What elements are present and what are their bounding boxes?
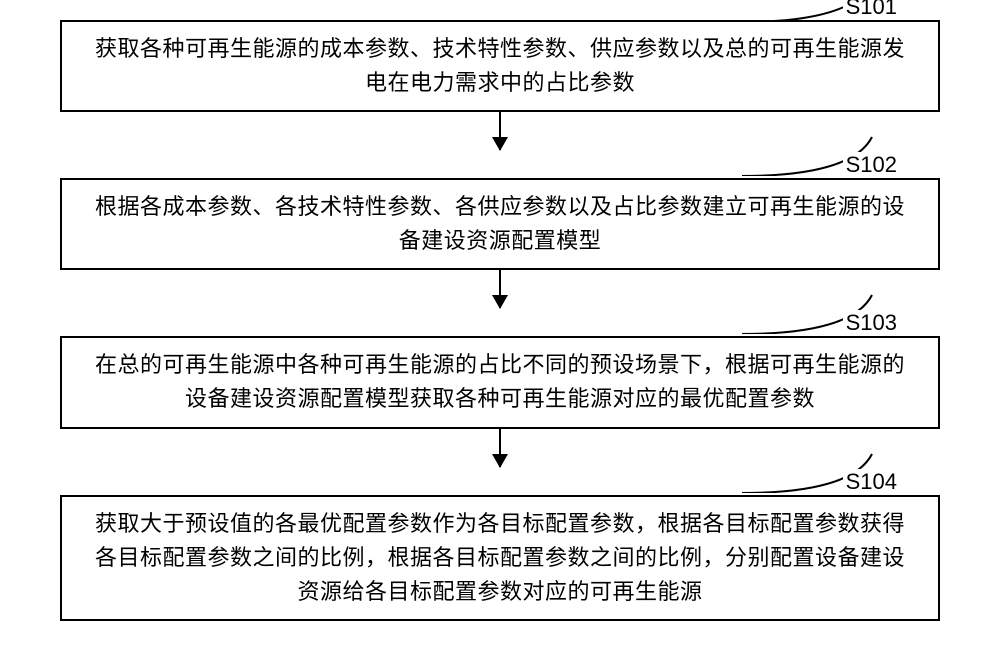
step-wrap: S101 获取各种可再生能源的成本参数、技术特性参数、供应参数以及总的可再生能源… bbox=[60, 20, 940, 112]
step-label: S103 bbox=[843, 310, 900, 336]
step-text: 根据各成本参数、各技术特性参数、各供应参数以及占比参数建立可再生能源的设备建设资… bbox=[84, 190, 916, 258]
step-box-s101: 获取各种可再生能源的成本参数、技术特性参数、供应参数以及总的可再生能源发电在电力… bbox=[60, 20, 940, 112]
arrow bbox=[499, 112, 501, 150]
arrow bbox=[499, 429, 501, 467]
step-text: 获取大于预设值的各最优配置参数作为各目标配置参数，根据各目标配置参数获得各目标配… bbox=[84, 507, 916, 609]
flowchart-container: S101 获取各种可再生能源的成本参数、技术特性参数、供应参数以及总的可再生能源… bbox=[60, 20, 940, 621]
step-wrap: S103 在总的可再生能源中各种可再生能源的占比不同的预设场景下，根据可再生能源… bbox=[60, 336, 940, 428]
step-label: S102 bbox=[843, 152, 900, 178]
step-box-s104: 获取大于预设值的各最优配置参数作为各目标配置参数，根据各目标配置参数获得各目标配… bbox=[60, 495, 940, 621]
step-text: 获取各种可再生能源的成本参数、技术特性参数、供应参数以及总的可再生能源发电在电力… bbox=[84, 32, 916, 100]
step-box-s103: 在总的可再生能源中各种可再生能源的占比不同的预设场景下，根据可再生能源的设备建设… bbox=[60, 336, 940, 428]
step-label: S101 bbox=[843, 0, 900, 20]
step-label: S104 bbox=[843, 469, 900, 495]
step-box-s102: 根据各成本参数、各技术特性参数、各供应参数以及占比参数建立可再生能源的设备建设资… bbox=[60, 178, 940, 270]
arrow bbox=[499, 270, 501, 308]
step-wrap: S104 获取大于预设值的各最优配置参数作为各目标配置参数，根据各目标配置参数获… bbox=[60, 495, 940, 621]
step-text: 在总的可再生能源中各种可再生能源的占比不同的预设场景下，根据可再生能源的设备建设… bbox=[84, 348, 916, 416]
step-wrap: S102 根据各成本参数、各技术特性参数、各供应参数以及占比参数建立可再生能源的… bbox=[60, 178, 940, 270]
